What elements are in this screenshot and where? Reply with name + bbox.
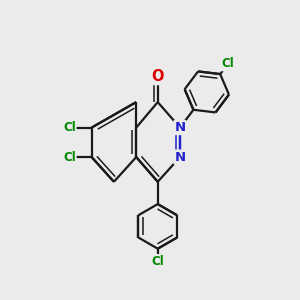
Text: N: N [175, 121, 186, 134]
Text: Cl: Cl [63, 121, 76, 134]
Text: Cl: Cl [63, 151, 76, 164]
Text: Cl: Cl [152, 255, 164, 268]
Text: Cl: Cl [221, 57, 234, 70]
Text: O: O [152, 69, 164, 84]
Text: N: N [175, 151, 186, 164]
